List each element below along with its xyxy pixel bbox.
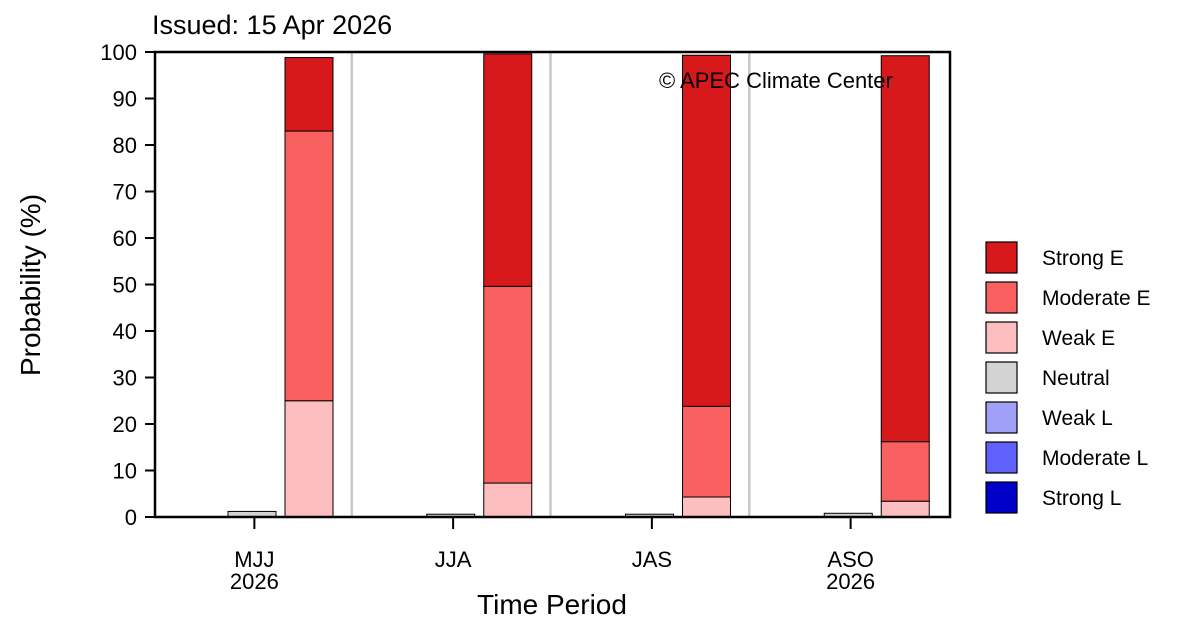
legend-item-neutral: Neutral [985,361,1110,394]
legend-swatch [985,481,1018,514]
legend: Strong E Moderate E Weak E Neutral Weak L Mod… [985,241,1151,514]
bar-weak-e [483,482,533,518]
legend-swatch [985,321,1018,354]
x-tick-label: JJA [435,547,472,572]
y-tick-label: 30 [113,366,137,391]
plot-frame [153,50,952,519]
legend-swatch [985,241,1018,274]
bar-strong-e [284,57,334,132]
legend-item-moderate-e: Moderate E [985,281,1151,314]
legend-label: Weak E [1042,327,1115,350]
legend-label: Moderate L [1042,447,1148,470]
y-tick-label: 50 [113,273,137,298]
bar-moderate-e [483,285,533,484]
bar-group-jja [426,53,533,518]
legend-label: Moderate E [1042,287,1151,310]
legend-swatch [985,361,1018,394]
legend-label: Weak L [1042,407,1113,430]
bar-moderate-e [880,441,930,502]
legend-item-weak-e: Weak E [985,321,1115,354]
y-tick-label: 0 [125,505,137,530]
legend-label: Strong L [1042,487,1121,510]
y-tick-label: 80 [113,133,137,158]
legend-item-moderate-l: Moderate L [985,441,1148,474]
x-tick-sublabel: 2026 [826,569,875,594]
bar-group-jas [625,54,731,518]
x-tick-sublabel: 2026 [230,569,279,594]
bar-group-mjj [227,57,334,518]
y-tick-label: 10 [113,459,137,484]
y-axis: 0 10 20 30 40 50 60 70 80 90 100 [100,40,155,530]
legend-item-strong-l: Strong L [985,481,1121,514]
bar-group-aso [823,55,930,518]
legend-swatch [985,401,1018,434]
y-tick-label: 90 [113,87,137,112]
x-axis-title: Time Period [477,589,627,620]
x-tick-label: ASO [827,547,873,572]
bar-moderate-e [284,130,334,402]
y-tick-label: 40 [113,319,137,344]
bar-moderate-e [682,405,731,498]
bar-weak-e [682,496,731,518]
copyright-text: © APEC Climate Center [659,68,893,93]
bar-strong-e [880,55,930,443]
y-axis-title: Probability (%) [15,194,46,376]
legend-swatch [985,441,1018,474]
legend-label: Neutral [1042,367,1110,390]
legend-swatch [985,281,1018,314]
y-tick-label: 20 [113,412,137,437]
period-separators [350,52,751,517]
legend-item-weak-l: Weak L [985,401,1113,434]
bar-strong-e [483,53,533,287]
bar-groups [227,53,930,518]
y-tick-label: 70 [113,180,137,205]
bar-weak-e [880,500,930,518]
y-tick-label: 60 [113,226,137,251]
legend-label: Strong E [1042,247,1124,270]
issued-date: Issued: 15 Apr 2026 [152,10,392,40]
y-tick-label: 100 [100,40,137,65]
x-tick-label: JAS [632,547,672,572]
bar-strong-e [682,54,731,407]
bar-weak-e [284,400,334,518]
x-tick-label: MJJ [234,547,274,572]
legend-item-strong-e: Strong E [985,241,1124,274]
